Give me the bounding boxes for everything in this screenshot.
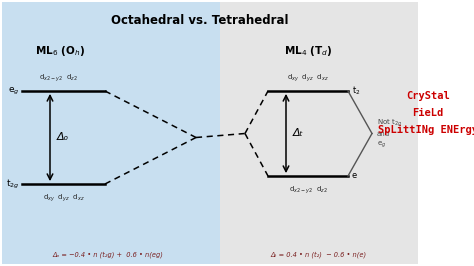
Text: d$_{x2-y2}$  d$_{z2}$: d$_{x2-y2}$ d$_{z2}$ bbox=[289, 185, 328, 197]
Text: t$_{2g}$: t$_{2g}$ bbox=[6, 177, 19, 190]
Text: Δₜ = 0.4 • n (t₂)  − 0.6 • n(e): Δₜ = 0.4 • n (t₂) − 0.6 • n(e) bbox=[270, 251, 366, 258]
Text: Δₒ = −0.4 • n (t₂g) +  0.6 • n(eg): Δₒ = −0.4 • n (t₂g) + 0.6 • n(eg) bbox=[53, 251, 164, 258]
Text: e: e bbox=[352, 172, 357, 181]
Text: d$_{xy}$  d$_{yz}$  d$_{xz}$: d$_{xy}$ d$_{yz}$ d$_{xz}$ bbox=[287, 73, 329, 84]
Text: SpLittINg ENErgy: SpLittINg ENErgy bbox=[378, 125, 474, 135]
Text: Octahedral vs. Tetrahedral: Octahedral vs. Tetrahedral bbox=[111, 14, 289, 27]
Text: Not t$_{2g}$
and
e$_g$: Not t$_{2g}$ and e$_g$ bbox=[377, 117, 402, 150]
Text: FieLd: FieLd bbox=[412, 108, 444, 118]
Text: Δₜ: Δₜ bbox=[293, 128, 304, 139]
Text: d$_{xy}$  d$_{yz}$  d$_{xz}$: d$_{xy}$ d$_{yz}$ d$_{xz}$ bbox=[43, 193, 84, 205]
Text: CryStal: CryStal bbox=[406, 91, 450, 101]
Text: e$_g$: e$_g$ bbox=[8, 85, 19, 97]
Text: d$_{x2-y2}$  d$_{z2}$: d$_{x2-y2}$ d$_{z2}$ bbox=[39, 73, 78, 84]
Bar bbox=[220, 2, 418, 264]
Text: ML$_6$ (O$_h$): ML$_6$ (O$_h$) bbox=[35, 44, 85, 58]
Text: Δₒ: Δₒ bbox=[57, 132, 69, 143]
Text: ML$_4$ (T$_d$): ML$_4$ (T$_d$) bbox=[284, 44, 332, 58]
Text: t$_2$: t$_2$ bbox=[352, 85, 361, 97]
Bar bbox=[2, 2, 220, 264]
